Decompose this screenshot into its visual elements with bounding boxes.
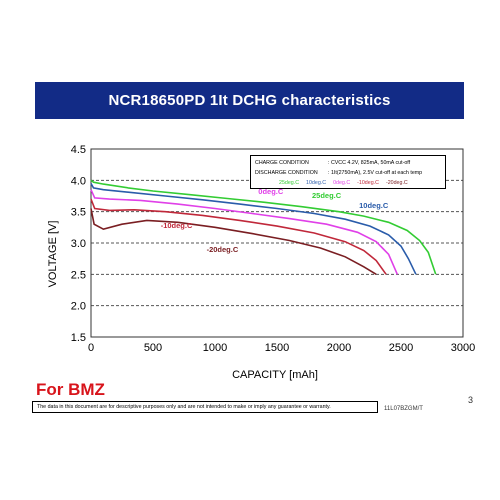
series-line-25deg.C: [90, 179, 437, 275]
document-code: 11L07BZGM/T: [384, 406, 423, 412]
y-axis-title: VOLTAGE [V]: [47, 221, 59, 288]
x-tick-label: 500: [144, 342, 162, 354]
x-axis-title: CAPACITY [mAh]: [232, 369, 318, 381]
series-label-25deg.C: 25deg.C: [312, 191, 342, 200]
legend-entry--10deg.C: -10deg.C: [357, 180, 379, 186]
series-label-10deg.C: 10deg.C: [359, 201, 389, 210]
x-tick-label: 2500: [389, 342, 413, 354]
test-conditions-legend: CHARGE CONDITION : CVCC 4.2V, 825mA, 50m…: [250, 155, 446, 189]
legend-entry--20deg.C: -20deg.C: [385, 180, 408, 186]
series-line--10deg.C: [90, 198, 387, 275]
discharge-condition-value: : 1It(2750mA), 2.5V cut-off at each temp: [328, 170, 423, 176]
charge-condition-label: CHARGE CONDITION: [255, 160, 309, 166]
x-tick-label: 1500: [265, 342, 289, 354]
series-label-layer: 25deg.C 10deg.C 0deg.C -10deg.C -20deg.C: [161, 187, 389, 254]
y-tick-label: 1.5: [71, 332, 86, 344]
legend-entry-0deg.C: 0deg.C: [333, 180, 351, 186]
page-number: 3: [468, 395, 474, 405]
series-label--10deg.C: -10deg.C: [161, 221, 193, 230]
series-line-10deg.C: [90, 183, 417, 275]
x-tick-label: 0: [88, 342, 94, 354]
y-tick-label: 3.5: [71, 207, 86, 219]
disclaimer-box: The data in this document are for descri…: [32, 401, 378, 413]
slide-title: NCR18650PD 1It DCHG characteristics: [35, 82, 464, 119]
y-tick-label: 2.5: [71, 269, 86, 281]
x-tick-label: 3000: [451, 342, 475, 354]
x-tick-label: 2000: [327, 342, 351, 354]
series-line--20deg.C: [90, 208, 377, 275]
grid-layer: [91, 179, 463, 307]
y-tick-label: 4.0: [71, 175, 86, 187]
y-tick-label: 3.0: [71, 238, 86, 250]
x-tick-label: 1000: [203, 342, 227, 354]
series-label-0deg.C: 0deg.C: [258, 187, 284, 196]
legend-entry-25deg.C: 25deg.C: [279, 180, 300, 186]
series-label--20deg.C: -20deg.C: [207, 245, 239, 254]
plot-frame: [90, 148, 464, 338]
charge-condition-value: : CVCC 4.2V, 825mA, 50mA cut-off: [328, 160, 411, 166]
series-layer: [90, 179, 437, 275]
legend-entries: 25deg.C 10deg.C 0deg.C -10deg.C -20deg.C: [279, 180, 415, 186]
brand-note: For BMZ: [36, 380, 105, 399]
y-tick-label: 2.0: [71, 301, 86, 313]
y-tick-label: 4.5: [71, 144, 86, 156]
discharge-condition-label: DISCHARGE CONDITION: [255, 170, 318, 176]
legend-entry-10deg.C: 10deg.C: [306, 180, 327, 186]
series-line-0deg.C: [90, 189, 399, 275]
axis-layer: 1.5 2.0 2.5 3.0 3.5 4.0 4.5 0 500 1000 1500 2000 250…: [71, 144, 476, 354]
